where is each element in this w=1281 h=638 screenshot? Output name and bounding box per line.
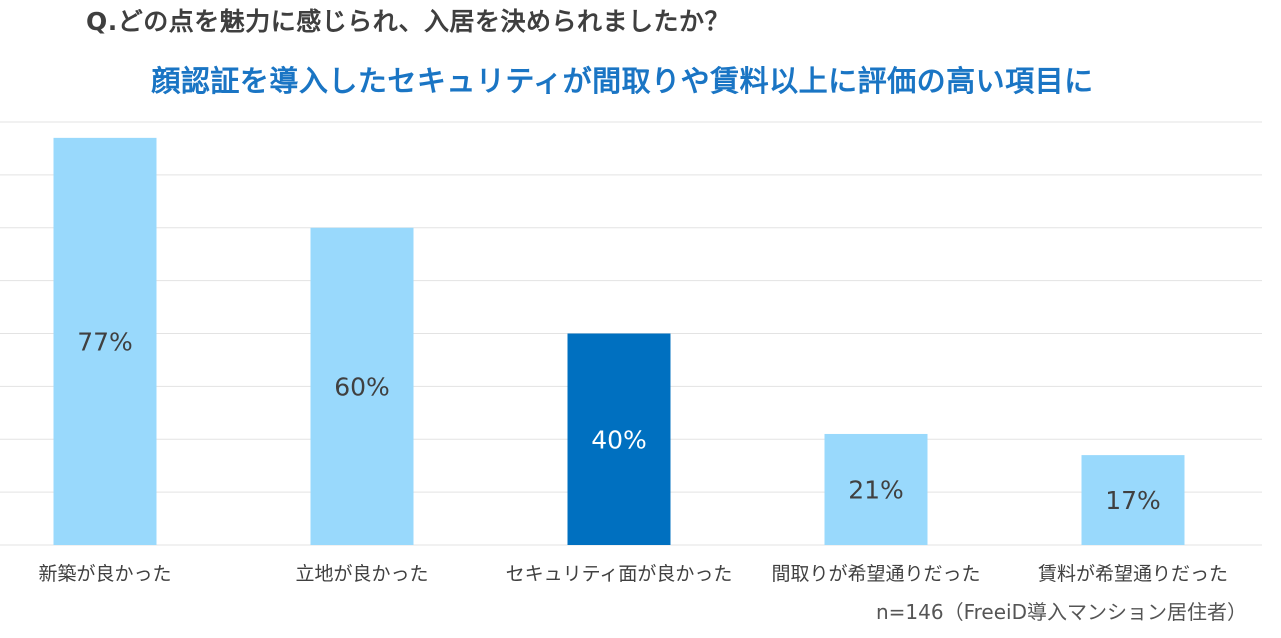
category-label: 賃料が希望通りだった — [1038, 563, 1228, 585]
cropped-footnote-line — [840, 630, 1260, 638]
sample-size-note: n=146（FreeiD導入マンション居住者） — [875, 600, 1247, 624]
bar-value-label: 77% — [77, 327, 133, 356]
category-label: 立地が良かった — [295, 563, 428, 585]
chart-headline: 顔認証を導入したセキュリティが間取りや賃料以上に評価の高い項目に — [151, 64, 1094, 98]
bar-value-label: 17% — [1105, 486, 1161, 515]
bar-value-label: 40% — [591, 425, 647, 454]
bar-value-label: 21% — [848, 475, 904, 504]
bar — [1081, 455, 1185, 545]
category-label: セキュリティ面が良かった — [506, 563, 733, 585]
bar — [53, 137, 157, 546]
bar-value-label: 60% — [334, 372, 390, 401]
question-text: Q.どの点を魅力に感じられ、入居を決められましたか？ — [86, 7, 731, 36]
category-label: 間取りが希望通りだった — [771, 563, 980, 585]
category-label: 新築が良かった — [38, 563, 171, 585]
bar — [567, 333, 671, 545]
bar — [824, 433, 928, 545]
bar — [310, 227, 414, 545]
